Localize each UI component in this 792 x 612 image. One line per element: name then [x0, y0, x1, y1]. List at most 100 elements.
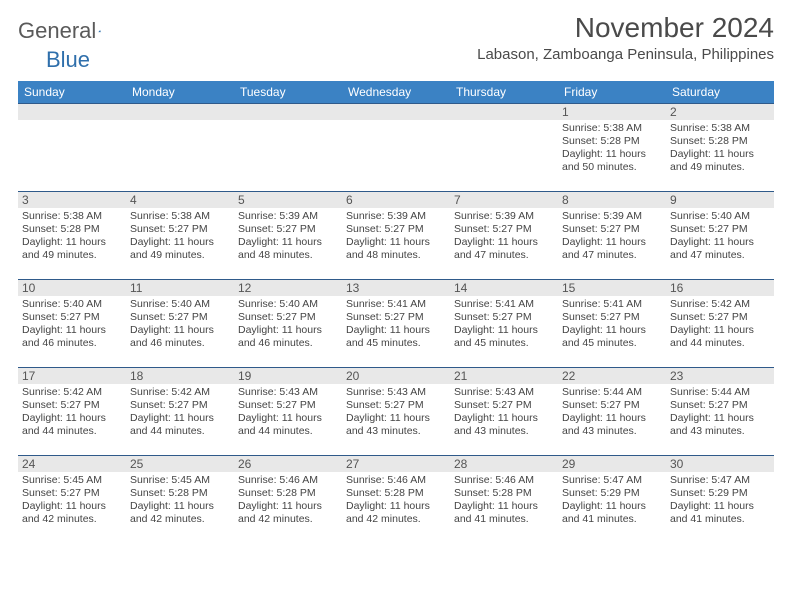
day-cell: 25Sunrise: 5:45 AMSunset: 5:28 PMDayligh… [126, 455, 234, 543]
day-number-bar: 11 [126, 279, 234, 296]
calendar-body: 1Sunrise: 5:38 AMSunset: 5:28 PMDaylight… [18, 103, 774, 543]
empty-cell [450, 103, 558, 191]
day-number-bar: 1 [558, 103, 666, 120]
day-cell: 19Sunrise: 5:43 AMSunset: 5:27 PMDayligh… [234, 367, 342, 455]
day-details: Sunrise: 5:39 AMSunset: 5:27 PMDaylight:… [558, 208, 666, 266]
day-details: Sunrise: 5:46 AMSunset: 5:28 PMDaylight:… [342, 472, 450, 530]
day-number-bar: 18 [126, 367, 234, 384]
brand-part1: General [18, 18, 96, 44]
day-number-bar: 23 [666, 367, 774, 384]
day-details: Sunrise: 5:39 AMSunset: 5:27 PMDaylight:… [450, 208, 558, 266]
day-details: Sunrise: 5:45 AMSunset: 5:27 PMDaylight:… [18, 472, 126, 530]
day-cell: 24Sunrise: 5:45 AMSunset: 5:27 PMDayligh… [18, 455, 126, 543]
day-details: Sunrise: 5:44 AMSunset: 5:27 PMDaylight:… [666, 384, 774, 442]
day-details: Sunrise: 5:46 AMSunset: 5:28 PMDaylight:… [450, 472, 558, 530]
day-cell: 3Sunrise: 5:38 AMSunset: 5:28 PMDaylight… [18, 191, 126, 279]
day-cell: 22Sunrise: 5:44 AMSunset: 5:27 PMDayligh… [558, 367, 666, 455]
day-number-bar [342, 103, 450, 120]
day-cell: 20Sunrise: 5:43 AMSunset: 5:27 PMDayligh… [342, 367, 450, 455]
day-cell: 28Sunrise: 5:46 AMSunset: 5:28 PMDayligh… [450, 455, 558, 543]
day-details: Sunrise: 5:41 AMSunset: 5:27 PMDaylight:… [450, 296, 558, 354]
day-number-bar: 15 [558, 279, 666, 296]
day-number-bar: 29 [558, 455, 666, 472]
day-number-bar: 27 [342, 455, 450, 472]
day-details: Sunrise: 5:38 AMSunset: 5:27 PMDaylight:… [126, 208, 234, 266]
day-number-bar: 17 [18, 367, 126, 384]
day-details: Sunrise: 5:45 AMSunset: 5:28 PMDaylight:… [126, 472, 234, 530]
weekday-header-row: SundayMondayTuesdayWednesdayThursdayFrid… [18, 81, 774, 103]
day-cell: 26Sunrise: 5:46 AMSunset: 5:28 PMDayligh… [234, 455, 342, 543]
day-details: Sunrise: 5:38 AMSunset: 5:28 PMDaylight:… [666, 120, 774, 178]
day-number-bar: 30 [666, 455, 774, 472]
day-details: Sunrise: 5:40 AMSunset: 5:27 PMDaylight:… [234, 296, 342, 354]
day-details: Sunrise: 5:47 AMSunset: 5:29 PMDaylight:… [558, 472, 666, 530]
location-text: Labason, Zamboanga Peninsula, Philippine… [477, 46, 774, 63]
day-number-bar [234, 103, 342, 120]
day-number-bar [18, 103, 126, 120]
week-row: 1Sunrise: 5:38 AMSunset: 5:28 PMDaylight… [18, 103, 774, 191]
day-number-bar: 21 [450, 367, 558, 384]
day-details: Sunrise: 5:41 AMSunset: 5:27 PMDaylight:… [342, 296, 450, 354]
day-number-bar: 19 [234, 367, 342, 384]
day-details: Sunrise: 5:44 AMSunset: 5:27 PMDaylight:… [558, 384, 666, 442]
calendar-table: SundayMondayTuesdayWednesdayThursdayFrid… [18, 81, 774, 543]
day-details: Sunrise: 5:38 AMSunset: 5:28 PMDaylight:… [558, 120, 666, 178]
title-block: November 2024 Labason, Zamboanga Peninsu… [477, 12, 774, 63]
day-cell: 16Sunrise: 5:42 AMSunset: 5:27 PMDayligh… [666, 279, 774, 367]
day-cell: 14Sunrise: 5:41 AMSunset: 5:27 PMDayligh… [450, 279, 558, 367]
day-number-bar: 28 [450, 455, 558, 472]
weekday-header: Saturday [666, 81, 774, 103]
week-row: 3Sunrise: 5:38 AMSunset: 5:28 PMDaylight… [18, 191, 774, 279]
day-number-bar: 22 [558, 367, 666, 384]
day-number-bar: 5 [234, 191, 342, 208]
day-number-bar: 14 [450, 279, 558, 296]
day-details: Sunrise: 5:40 AMSunset: 5:27 PMDaylight:… [666, 208, 774, 266]
day-number-bar: 6 [342, 191, 450, 208]
weekday-header: Tuesday [234, 81, 342, 103]
weekday-header: Wednesday [342, 81, 450, 103]
day-details: Sunrise: 5:40 AMSunset: 5:27 PMDaylight:… [18, 296, 126, 354]
empty-cell [234, 103, 342, 191]
day-cell: 30Sunrise: 5:47 AMSunset: 5:29 PMDayligh… [666, 455, 774, 543]
day-number-bar: 26 [234, 455, 342, 472]
day-number-bar: 8 [558, 191, 666, 208]
day-details: Sunrise: 5:42 AMSunset: 5:27 PMDaylight:… [666, 296, 774, 354]
day-cell: 4Sunrise: 5:38 AMSunset: 5:27 PMDaylight… [126, 191, 234, 279]
day-cell: 29Sunrise: 5:47 AMSunset: 5:29 PMDayligh… [558, 455, 666, 543]
day-cell: 10Sunrise: 5:40 AMSunset: 5:27 PMDayligh… [18, 279, 126, 367]
day-cell: 18Sunrise: 5:42 AMSunset: 5:27 PMDayligh… [126, 367, 234, 455]
day-number-bar: 16 [666, 279, 774, 296]
day-cell: 5Sunrise: 5:39 AMSunset: 5:27 PMDaylight… [234, 191, 342, 279]
week-row: 17Sunrise: 5:42 AMSunset: 5:27 PMDayligh… [18, 367, 774, 455]
day-cell: 27Sunrise: 5:46 AMSunset: 5:28 PMDayligh… [342, 455, 450, 543]
day-details: Sunrise: 5:43 AMSunset: 5:27 PMDaylight:… [234, 384, 342, 442]
week-row: 10Sunrise: 5:40 AMSunset: 5:27 PMDayligh… [18, 279, 774, 367]
brand-part2: Blue [46, 47, 90, 73]
day-cell: 7Sunrise: 5:39 AMSunset: 5:27 PMDaylight… [450, 191, 558, 279]
day-details: Sunrise: 5:47 AMSunset: 5:29 PMDaylight:… [666, 472, 774, 530]
day-details: Sunrise: 5:43 AMSunset: 5:27 PMDaylight:… [342, 384, 450, 442]
day-number-bar: 7 [450, 191, 558, 208]
day-cell: 2Sunrise: 5:38 AMSunset: 5:28 PMDaylight… [666, 103, 774, 191]
day-details: Sunrise: 5:38 AMSunset: 5:28 PMDaylight:… [18, 208, 126, 266]
day-details: Sunrise: 5:40 AMSunset: 5:27 PMDaylight:… [126, 296, 234, 354]
weekday-header: Thursday [450, 81, 558, 103]
day-number-bar: 4 [126, 191, 234, 208]
day-number-bar: 9 [666, 191, 774, 208]
day-number-bar: 2 [666, 103, 774, 120]
weekday-header: Monday [126, 81, 234, 103]
day-cell: 17Sunrise: 5:42 AMSunset: 5:27 PMDayligh… [18, 367, 126, 455]
day-number-bar: 3 [18, 191, 126, 208]
day-number-bar: 20 [342, 367, 450, 384]
empty-cell [342, 103, 450, 191]
empty-cell [126, 103, 234, 191]
day-details: Sunrise: 5:43 AMSunset: 5:27 PMDaylight:… [450, 384, 558, 442]
day-number-bar: 13 [342, 279, 450, 296]
day-number-bar [126, 103, 234, 120]
day-number-bar: 25 [126, 455, 234, 472]
weekday-header: Friday [558, 81, 666, 103]
day-number-bar [450, 103, 558, 120]
day-cell: 1Sunrise: 5:38 AMSunset: 5:28 PMDaylight… [558, 103, 666, 191]
brand-logo: General [18, 18, 120, 44]
day-details: Sunrise: 5:42 AMSunset: 5:27 PMDaylight:… [18, 384, 126, 442]
